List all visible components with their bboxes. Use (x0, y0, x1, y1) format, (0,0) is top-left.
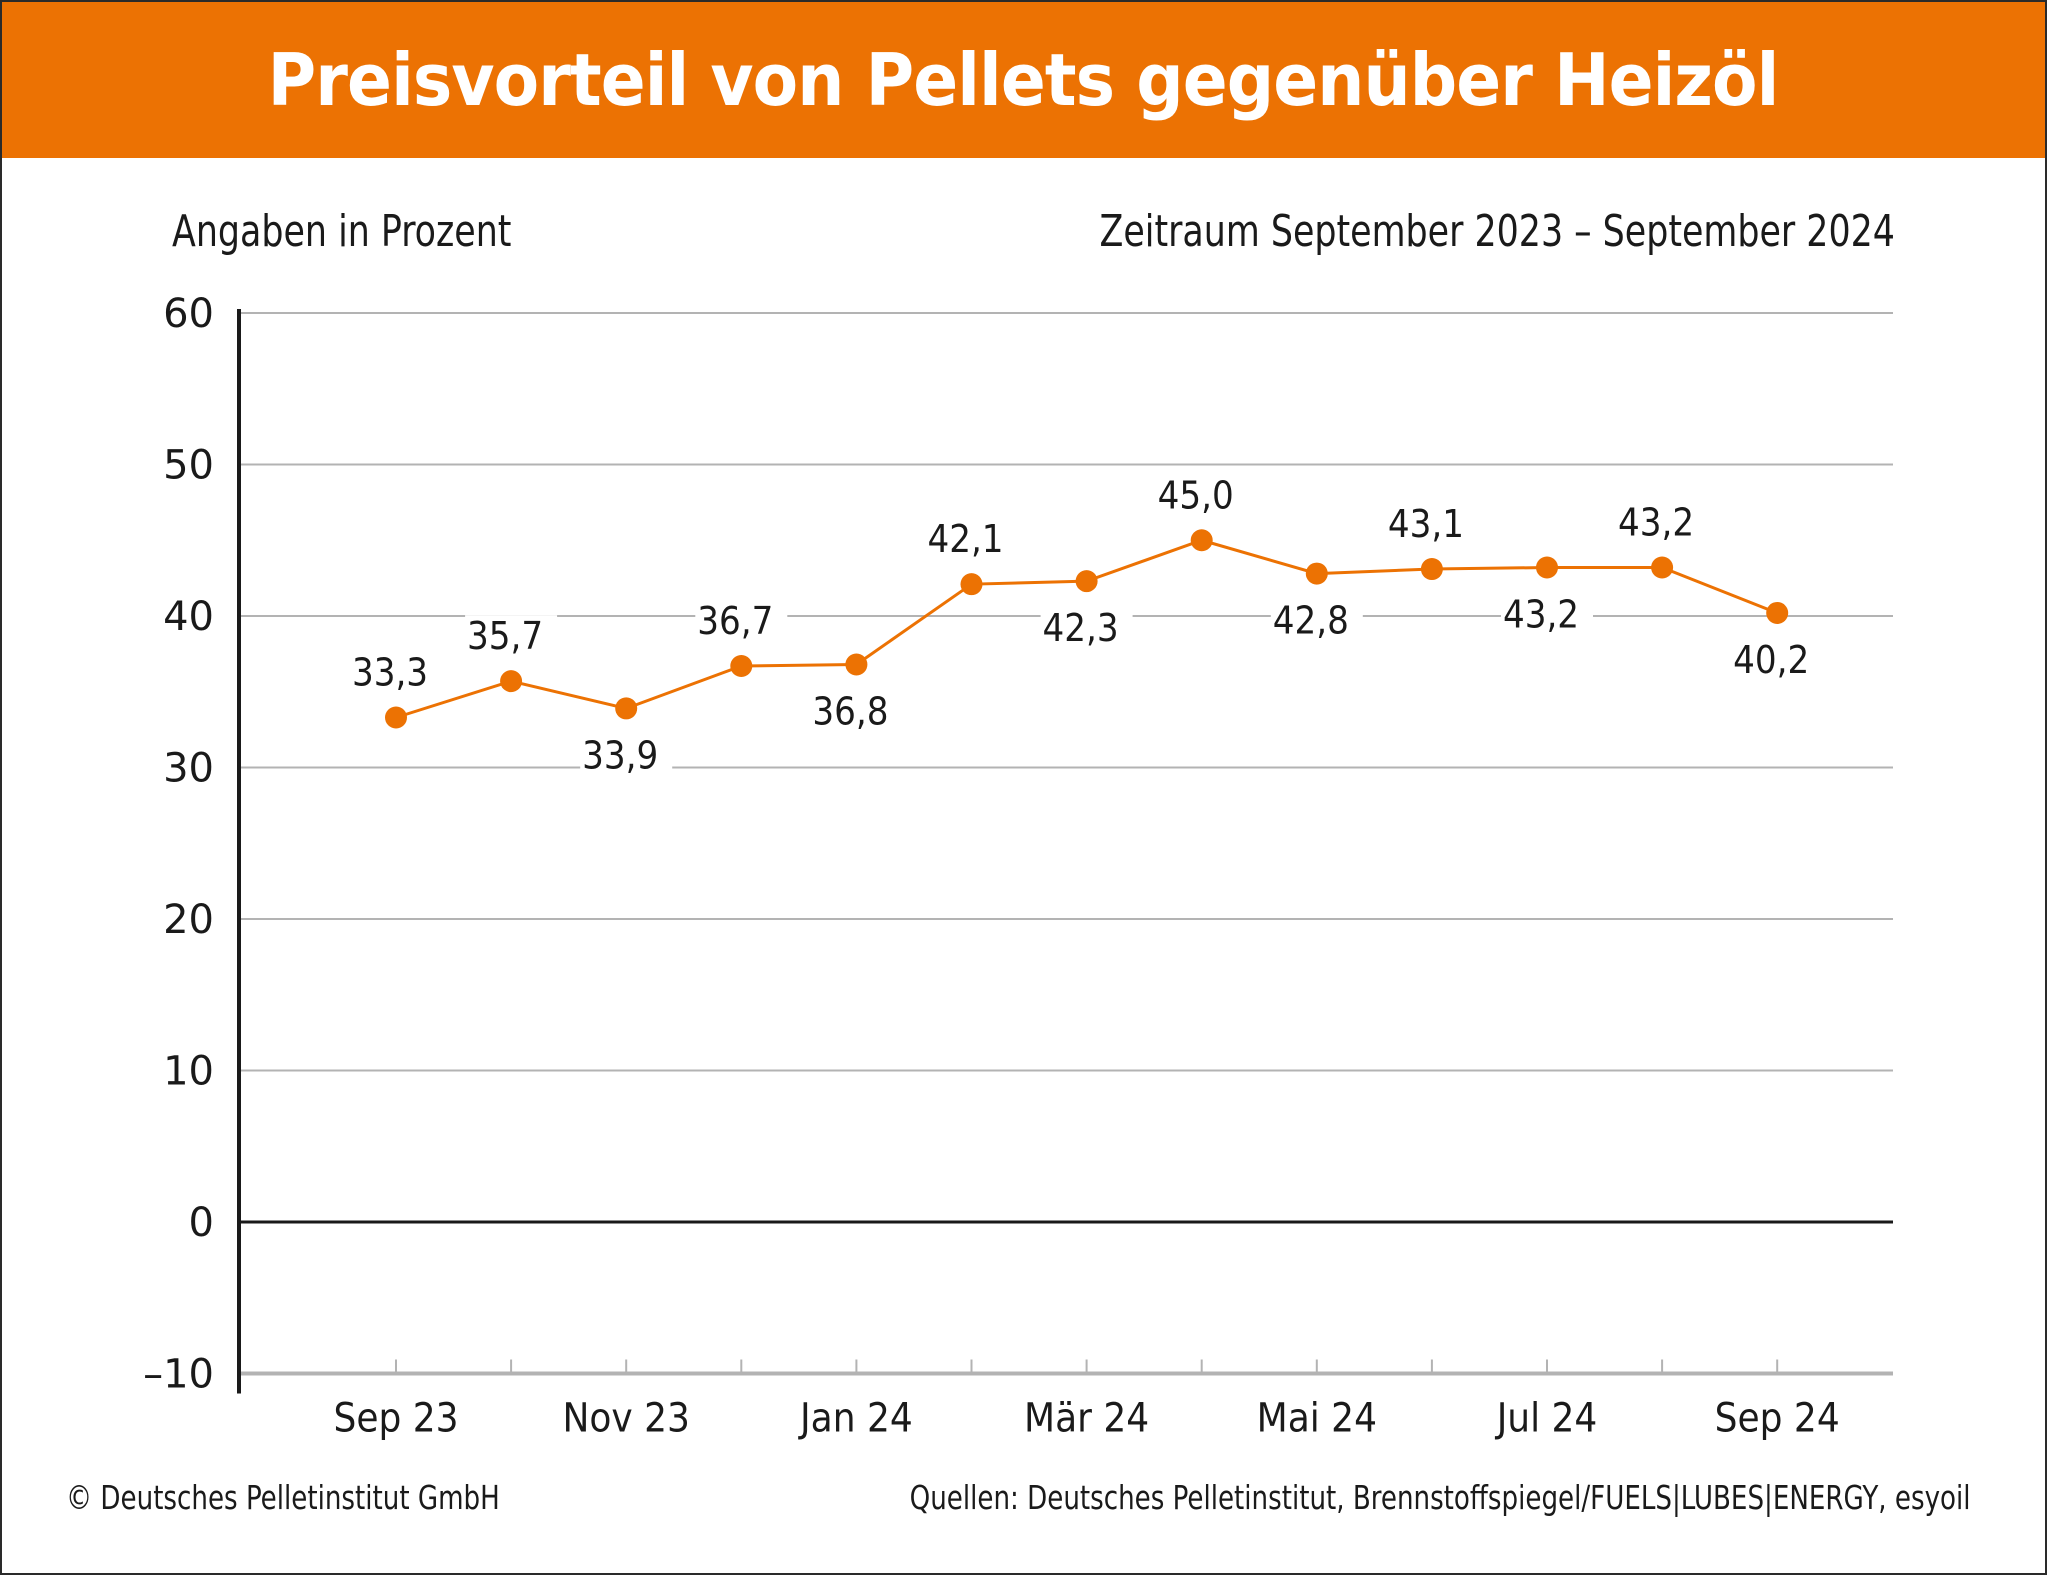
y-tick-label: 30 (163, 746, 214, 792)
y-tick-label: 40 (163, 594, 214, 640)
data-point (385, 706, 407, 729)
y-tick-label: 60 (163, 291, 214, 337)
period-label: Zeitraum September 2023 – September 2024 (1099, 206, 1895, 257)
y-tick-label: 10 (163, 1049, 214, 1095)
data-labels: 33,3 35,7 33,9 36,7 36,8 42,1 42,3 45,0 42,8 43,1… (350, 473, 1824, 777)
data-label: 33,9 (582, 733, 658, 777)
data-point (960, 573, 983, 596)
data-label-bg (1501, 593, 1593, 636)
data-points (385, 529, 1789, 729)
data-label: 40,2 (1733, 638, 1809, 682)
data-label-bg (1155, 474, 1248, 517)
x-tick-label: Nov 23 (562, 1396, 689, 1442)
data-label-bg (925, 518, 1018, 561)
sources-text: Quellen: Deutsches Pelletinstitut, Brenn… (910, 1478, 1971, 1517)
y-tick-label: –10 (143, 1352, 214, 1398)
y-tick-label: 50 (163, 443, 214, 489)
data-label-bg (580, 734, 673, 777)
data-label: 42,1 (927, 517, 1003, 561)
data-label: 42,8 (1273, 599, 1349, 643)
gridlines (239, 312, 1893, 1072)
x-tick-label: Mai 24 (1257, 1396, 1377, 1442)
data-label: 36,8 (812, 689, 888, 733)
data-point (1536, 556, 1558, 579)
data-label: 42,3 (1043, 606, 1119, 650)
data-label: 43,2 (1618, 501, 1694, 545)
data-point (845, 653, 868, 676)
data-point (500, 670, 523, 693)
y-tick-label: 0 (189, 1200, 214, 1246)
x-tick-label: Sep 24 (1715, 1396, 1840, 1442)
data-label: 35,7 (467, 614, 543, 658)
data-label-bg (1270, 599, 1363, 642)
data-point (1766, 601, 1789, 624)
data-point (1420, 558, 1443, 581)
data-point (615, 697, 638, 720)
data-label-bg (1616, 501, 1709, 544)
data-label-bg (810, 690, 903, 733)
data-point (1305, 562, 1328, 585)
x-tick-label: Jan 24 (798, 1396, 913, 1442)
x-tick-label: Jul 24 (1495, 1396, 1598, 1442)
data-label-bg (1731, 638, 1824, 681)
data-point (1190, 529, 1213, 552)
data-label: 43,1 (1388, 502, 1464, 546)
header-banner: Preisvorteil von Pellets gegenüber Heizö… (2, 2, 2045, 158)
unit-label: Angaben in Prozent (172, 206, 512, 257)
copyright-text: © Deutsches Pelletinstitut GmbH (66, 1478, 500, 1517)
data-label: 45,0 (1158, 473, 1234, 517)
data-label: 33,3 (352, 651, 428, 695)
data-label: 43,2 (1503, 593, 1579, 637)
axes (237, 309, 1893, 1394)
data-label-bg (465, 615, 558, 658)
data-point (730, 654, 753, 677)
data-point (1075, 570, 1098, 593)
data-label-bg (695, 599, 788, 642)
x-tick-label: Mär 24 (1024, 1396, 1149, 1442)
data-point (1651, 556, 1674, 579)
data-label: 36,7 (697, 599, 773, 643)
y-tick-label: 20 (163, 897, 214, 943)
y-tick-labels: 60 50 40 30 20 10 0 –10 (143, 291, 214, 1398)
x-tick-label: Sep 23 (333, 1396, 458, 1442)
data-label-bg (1040, 607, 1133, 650)
data-label-bg (1385, 503, 1478, 546)
chart-title: Preisvorteil von Pellets gegenüber Heizö… (268, 38, 1780, 122)
x-ticks: Sep 23 Nov 23 Jan 24 Mär 24 Mai 24 Jul 24 Sep … (333, 1359, 1840, 1442)
data-label-bg (350, 651, 442, 694)
